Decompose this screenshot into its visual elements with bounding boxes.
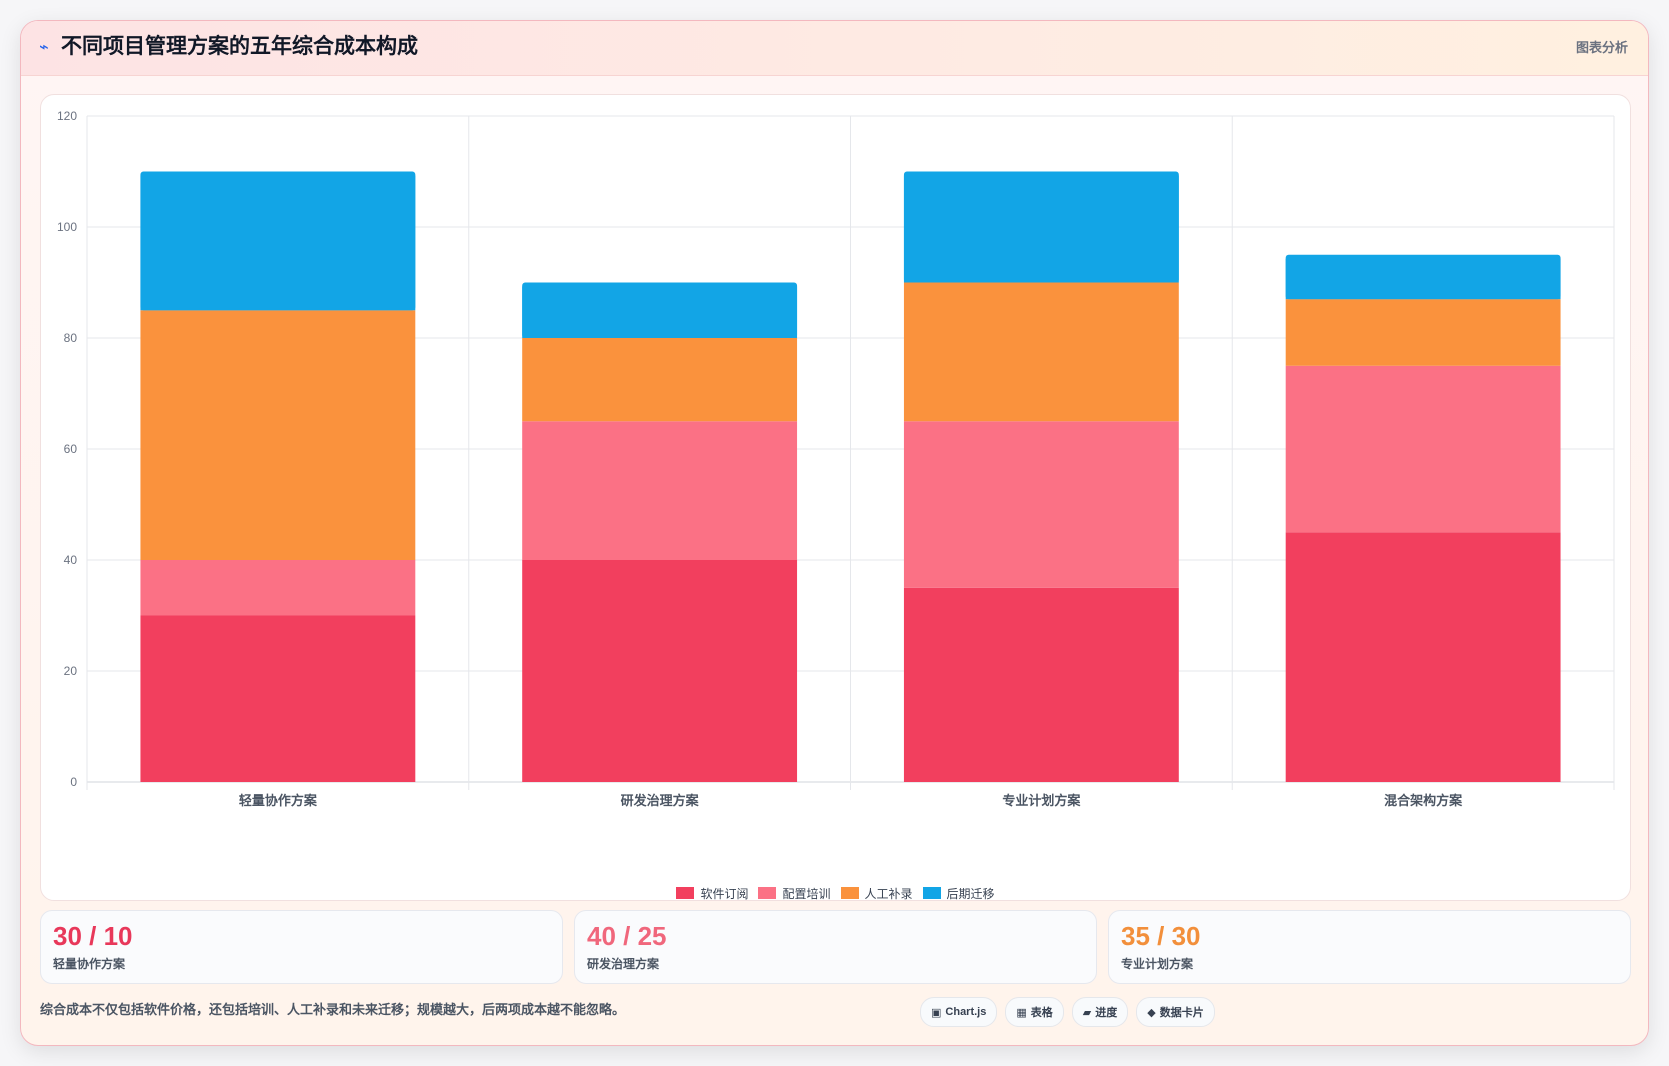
- table-chip[interactable]: ▦ 表格: [1005, 997, 1064, 1027]
- bar-segment: [903, 421, 1179, 588]
- bar-segment: [140, 310, 416, 560]
- bar-segment: [522, 560, 798, 782]
- chip-label: Chart.js: [945, 1006, 987, 1018]
- bar-segment-fill: [903, 175, 1179, 283]
- stat-value: 35 / 30: [1121, 921, 1201, 951]
- stat-label: 轻量协作方案: [53, 957, 126, 971]
- chart-analysis-tag[interactable]: 图表分析: [1575, 40, 1628, 55]
- bar-segment-fill: [522, 286, 798, 338]
- bar-segment: [1285, 299, 1561, 366]
- chart-legend: 软件订阅 配置培训 人工补录 后期迁移: [41, 884, 1630, 902]
- view-chips: ▣ Chart.js ▦ 表格 ▰ 进度 ◆ 数据卡片: [920, 997, 1215, 1027]
- progress-chip[interactable]: ▰ 进度: [1071, 997, 1129, 1027]
- bar-segment: [522, 421, 798, 560]
- chart-title: 不同项目管理方案的五年综合成本构成: [61, 35, 418, 58]
- bar-segment: [1285, 365, 1561, 533]
- diamond-icon: ◆: [1147, 1006, 1156, 1019]
- chartjs-chip[interactable]: ▣ Chart.js: [920, 997, 998, 1027]
- bar-segment: [522, 338, 798, 422]
- legend-item[interactable]: 人工补录: [840, 884, 913, 902]
- y-tick-label: 120: [57, 109, 77, 123]
- stat-card-2: 40 / 25 研发治理方案: [574, 910, 1097, 984]
- x-tick-label: 轻量协作方案: [239, 793, 318, 808]
- legend-swatch: [922, 887, 941, 899]
- x-tick-label: 混合架构方案: [1384, 793, 1463, 808]
- bar-segment: [140, 560, 416, 616]
- legend-swatch: [676, 887, 695, 899]
- stat-label: 专业计划方案: [1121, 957, 1194, 971]
- stat-value: 30 / 10: [53, 921, 133, 951]
- legend-item[interactable]: 后期迁移: [922, 884, 995, 902]
- x-tick-label: 专业计划方案: [1002, 793, 1081, 808]
- y-tick-label: 60: [64, 442, 78, 456]
- stat-card-1: 30 / 10 轻量协作方案: [40, 910, 563, 984]
- stat-value: 40 / 25: [587, 921, 667, 951]
- legend-label: 后期迁移: [946, 886, 995, 901]
- chip-label: 进度: [1095, 1007, 1118, 1019]
- chart-panel: 0 20 40 60 80 100 120 轻量协作方案 研发治理方案 专业计划方案 混合架构方案 …: [40, 94, 1631, 901]
- table-icon: ▦: [1016, 1006, 1027, 1019]
- chart-icon: ▣: [931, 1006, 942, 1019]
- bar-segment: [1285, 532, 1561, 782]
- chip-label: 表格: [1030, 1007, 1053, 1019]
- x-tick-label: 研发治理方案: [621, 793, 700, 808]
- y-tick-label: 40: [64, 553, 78, 567]
- y-tick-label: 0: [70, 775, 77, 789]
- stat-card-3: 35 / 30 专业计划方案: [1108, 910, 1631, 984]
- legend-label: 人工补录: [864, 886, 913, 901]
- bar-segment: [903, 282, 1179, 422]
- legend-swatch: [840, 887, 859, 899]
- bar-segment: [140, 615, 416, 782]
- card-header: ⌁ 不同项目管理方案的五年综合成本构成 图表分析: [21, 21, 1648, 76]
- y-tick-label: 20: [64, 664, 78, 678]
- footnote: 综合成本不仅包括软件价格，还包括培训、人工补录和未来迁移；规模越大，后两项成本越…: [40, 1002, 626, 1017]
- chip-label: 数据卡片: [1159, 1007, 1204, 1019]
- legend-item[interactable]: 配置培训: [758, 884, 831, 902]
- y-tick-label: 100: [57, 220, 77, 234]
- legend-swatch: [758, 887, 777, 899]
- lightning-icon: ⌁: [39, 39, 49, 56]
- data-card-chip[interactable]: ◆ 数据卡片: [1136, 997, 1215, 1027]
- y-tick-label: 80: [64, 331, 78, 345]
- legend-item[interactable]: 软件订阅: [676, 884, 748, 902]
- bar-segment-fill: [1285, 258, 1561, 300]
- bar-segment: [903, 587, 1179, 782]
- stat-label: 研发治理方案: [587, 957, 660, 971]
- progress-icon: ▰: [1082, 1006, 1092, 1019]
- legend-label: 配置培训: [782, 886, 831, 901]
- bar-segment-fill: [140, 175, 416, 311]
- stacked-bar-chart: 0 20 40 60 80 100 120 轻量协作方案 研发治理方案 专业计划方案 混合架构方案: [57, 109, 1615, 808]
- legend-label: 软件订阅: [700, 886, 749, 901]
- chart-card: ⌁ 不同项目管理方案的五年综合成本构成 图表分析 0 20 40 60 80 100 120…: [20, 20, 1649, 1046]
- stat-cards: 30 / 10 轻量协作方案 40 / 25 研发治理方案 35 / 30 专业…: [40, 910, 1631, 984]
